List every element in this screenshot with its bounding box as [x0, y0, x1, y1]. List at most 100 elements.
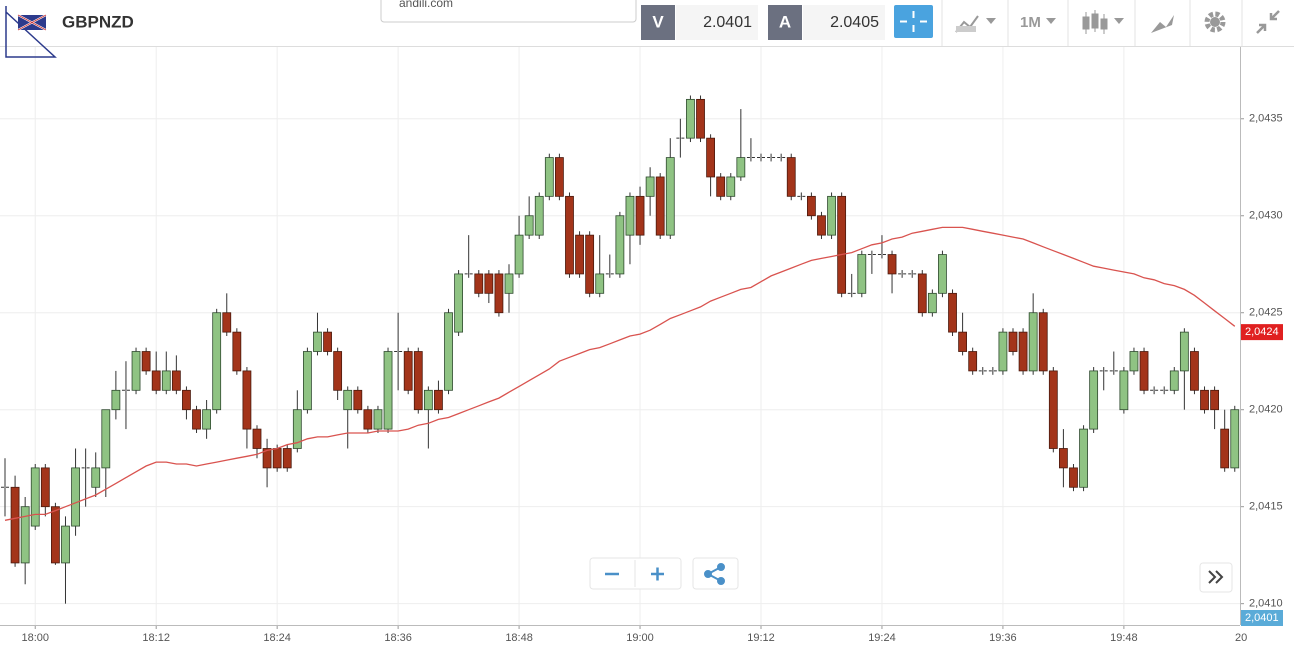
candle-body [454, 273, 464, 333]
candle-body [726, 176, 736, 197]
symbol: GBPNZD [62, 12, 134, 31]
candle-body [968, 351, 978, 372]
y-tick-label: 2,0410 [1249, 598, 1283, 610]
price-tag-label: 2,0401 [1245, 612, 1279, 624]
candle-body [1069, 467, 1078, 488]
candle-body [282, 448, 292, 469]
candle-body [534, 195, 544, 236]
bid-value: 2.0401 [703, 14, 752, 31]
y-tick-label: 2,0415 [1249, 501, 1283, 513]
candle-body [887, 254, 897, 275]
candle-body [645, 176, 655, 197]
ask-button[interactable] [768, 5, 802, 40]
candle-body [1230, 409, 1240, 469]
plot: 2,0410 2,0415 2,0420 2,0425 2,0430 2,0435 18:0… [0, 47, 1283, 644]
candle-body [514, 234, 524, 275]
x-tick-label: 18:48 [505, 632, 533, 644]
candle-body [323, 331, 332, 352]
candle-body [1028, 312, 1038, 372]
candle-body [1079, 428, 1088, 488]
candle-body [101, 409, 111, 469]
bid-button[interactable] [641, 5, 675, 40]
candle-body [555, 157, 564, 197]
candle-body [373, 409, 383, 430]
candle-body [141, 351, 151, 372]
candle-body [242, 370, 252, 430]
candle-body [1220, 428, 1230, 469]
candle-body [504, 273, 514, 294]
separators [941, 0, 1243, 46]
crosshair-icon [900, 11, 927, 32]
x-tick-label: 18:24 [263, 632, 291, 644]
candle-body [1200, 389, 1209, 411]
candle-body [20, 506, 30, 564]
candle-body [857, 254, 867, 294]
candle-body [524, 215, 534, 236]
candle-body [686, 98, 695, 139]
candle-body [1119, 370, 1129, 411]
crosshair-button[interactable] [894, 5, 933, 38]
scroll-right-button[interactable] [1199, 562, 1233, 593]
candle-body [807, 195, 816, 217]
share-button[interactable] [692, 557, 739, 590]
settings-button[interactable] [1204, 11, 1226, 33]
candle-body [1179, 331, 1189, 372]
candle-body [403, 351, 413, 391]
draw-button[interactable] [1151, 15, 1174, 33]
candle-body [292, 409, 302, 449]
candle-body [585, 234, 595, 294]
zoom-in-button[interactable] [651, 567, 664, 581]
candle-body [343, 389, 353, 411]
candle-type-button[interactable] [1082, 10, 1124, 34]
candle-body [917, 273, 927, 314]
candle-body [212, 312, 222, 411]
candle-body [1008, 331, 1018, 352]
candle-body [938, 254, 947, 294]
candle-body [434, 389, 443, 411]
collapse-button[interactable] [1256, 10, 1280, 34]
candle-body [716, 176, 726, 197]
candle-body [817, 215, 826, 236]
bid-label: V [652, 12, 664, 31]
candle-body [706, 137, 715, 178]
candle-body [474, 273, 484, 294]
candle-body [948, 292, 957, 333]
candle-body [786, 157, 796, 197]
candle-body [484, 273, 494, 294]
candle-body [1139, 351, 1149, 391]
candle-body [1018, 331, 1028, 372]
bid-box [676, 5, 758, 40]
candle-body [575, 234, 584, 275]
candle-body [998, 331, 1008, 372]
candle-body [151, 370, 161, 391]
ask-value: 2.0405 [830, 14, 879, 31]
timeframe-caret [1046, 18, 1056, 24]
candle-body [91, 467, 101, 488]
candle-body [313, 331, 322, 352]
corner-mark [5, 6, 57, 58]
x-tick-label: 19:12 [747, 632, 775, 644]
candle-body [353, 389, 363, 411]
candle-body [1048, 370, 1058, 449]
chart-type-button[interactable] [955, 15, 996, 33]
y-tick-label: 2,0435 [1249, 113, 1283, 125]
popup [380, 0, 637, 23]
moving-average [4, 226, 1236, 521]
candle-body [413, 351, 423, 411]
x-tick-label: 18:12 [142, 632, 170, 644]
timeframe[interactable]: 1M [1020, 14, 1041, 31]
candle-body [635, 195, 645, 236]
candle-body [131, 351, 141, 391]
x-tick-label: 19:48 [1110, 632, 1138, 644]
candle-body [615, 215, 625, 275]
candle-body [262, 448, 272, 469]
candle-body [171, 370, 181, 391]
popup-text: andili.com [399, 0, 453, 10]
x-tick-label: 18:00 [21, 632, 49, 644]
x-tick-label: 19:36 [989, 632, 1017, 644]
x-tick-label: 19:24 [868, 632, 896, 644]
candle-body [30, 467, 40, 527]
candle-body [252, 428, 262, 449]
candle-body [333, 351, 343, 391]
candle-body [1169, 370, 1179, 391]
